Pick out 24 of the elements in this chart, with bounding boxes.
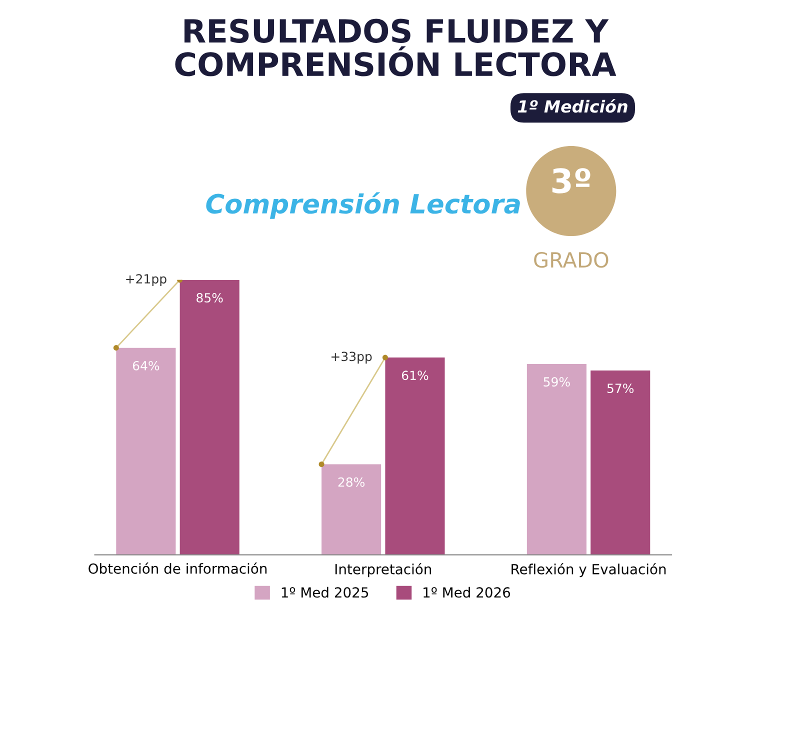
bar [526, 364, 586, 555]
annotation: +21pp [126, 274, 166, 286]
data-label: 85% [196, 293, 223, 303]
x-tick-label: Interpretación [335, 563, 432, 578]
chart-title: RESULTADOS FLUIDEZ Y COMPRENSIÓN LECTORA [175, 18, 616, 76]
data-label: 59% [544, 377, 570, 387]
bar [180, 280, 240, 555]
text: Comprensión Lectora [206, 192, 520, 219]
data-label: 64% [132, 360, 160, 370]
data-label: 61% [402, 370, 428, 380]
annotation: +33pp [332, 352, 372, 364]
x-tick-label: Reflexión y Evaluación [512, 563, 666, 578]
text: 3º [552, 168, 590, 194]
x-tick-label: Obtención de información [88, 562, 267, 574]
bar [590, 370, 650, 555]
bar [385, 358, 445, 555]
data-label: 28% [338, 477, 365, 487]
data-label: 57% [607, 384, 634, 394]
bar [116, 348, 176, 555]
legend-label: 1º Med 2026 [424, 586, 510, 598]
chart-subtitle: 1º Medición [518, 99, 628, 113]
legend-label: 1º Med 2025 [282, 586, 368, 598]
bar [322, 464, 382, 555]
text: GRADO [534, 252, 608, 268]
